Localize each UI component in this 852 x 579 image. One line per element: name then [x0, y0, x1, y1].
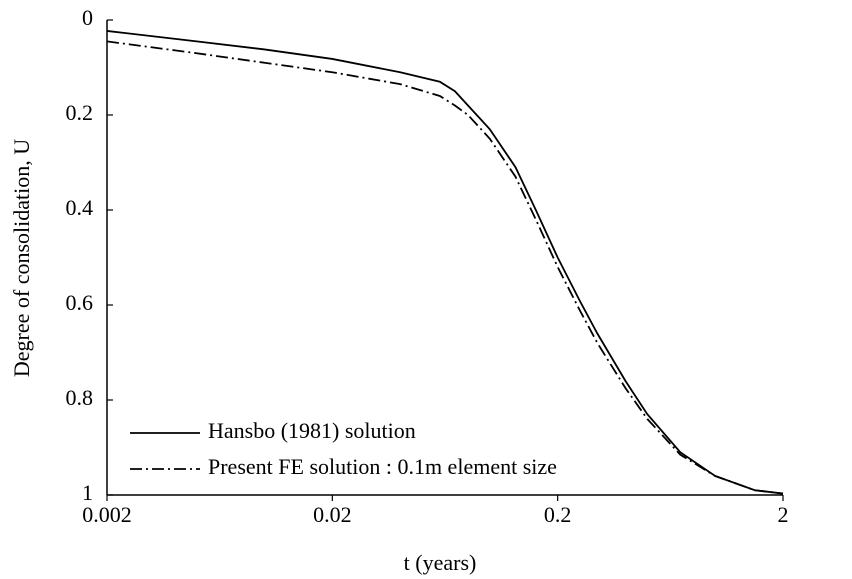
y-tick-label: 0.6 — [66, 290, 94, 315]
y-tick-label: 0.2 — [66, 100, 94, 125]
y-axis-label: Degree of consolidation, U — [9, 139, 34, 377]
y-tick-label: 0.4 — [66, 195, 94, 220]
series-line — [106, 30, 784, 495]
y-tick-label: 1 — [82, 480, 93, 505]
y-tick-label: 0.8 — [66, 385, 94, 410]
x-tick-label: 0.002 — [82, 502, 132, 527]
x-tick-label: 0.02 — [313, 502, 352, 527]
series-line — [106, 40, 784, 495]
legend-label: Present FE solution : 0.1m element size — [208, 454, 557, 479]
legend-label: Hansbo (1981) solution — [208, 418, 416, 443]
y-tick-label: 0 — [82, 5, 93, 30]
x-axis-label: t (years) — [404, 550, 477, 575]
x-tick-label: 2 — [778, 502, 789, 527]
x-tick-label: 0.2 — [544, 502, 572, 527]
